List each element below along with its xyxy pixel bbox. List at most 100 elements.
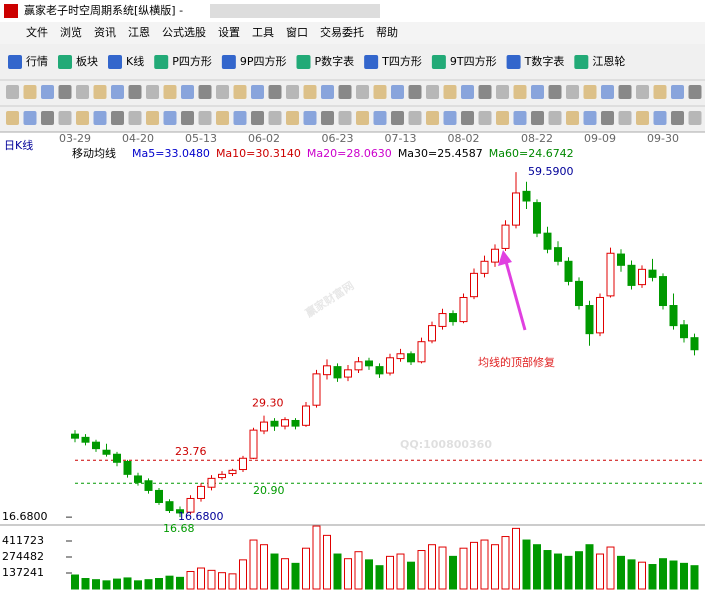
tool-icon[interactable] <box>198 111 212 125</box>
toolbar-button[interactable]: 9P四方形 <box>240 54 287 68</box>
tool-icon[interactable] <box>478 85 492 99</box>
tool-icon[interactable] <box>566 111 579 125</box>
tool-icon[interactable] <box>198 85 212 99</box>
toolbar-icon[interactable] <box>108 55 122 69</box>
tool-icon[interactable] <box>373 111 387 125</box>
tool-icon[interactable] <box>513 85 527 99</box>
tool-icon[interactable] <box>321 111 334 125</box>
toolbar-button[interactable]: 板块 <box>76 54 98 68</box>
tool-icon[interactable] <box>548 111 562 125</box>
toolbar-icon[interactable] <box>221 55 236 69</box>
tool-icon[interactable] <box>111 111 124 125</box>
tool-icon[interactable] <box>128 111 142 125</box>
tool-icon[interactable] <box>426 85 439 99</box>
tool-icon[interactable] <box>636 85 649 99</box>
tool-icon[interactable] <box>356 85 369 99</box>
tool-icon[interactable] <box>548 85 562 99</box>
tool-icon[interactable] <box>286 85 299 99</box>
tool-icon[interactable] <box>688 111 702 125</box>
tool-icon[interactable] <box>461 85 474 99</box>
tool-icon[interactable] <box>233 111 247 125</box>
tool-icon[interactable] <box>461 111 474 125</box>
tool-icon[interactable] <box>268 111 282 125</box>
tool-icon[interactable] <box>181 85 194 99</box>
toolbar-icon[interactable] <box>296 55 311 69</box>
tool-icon[interactable] <box>111 85 124 99</box>
tool-icon[interactable] <box>653 85 667 99</box>
toolbar-button[interactable]: 9T四方形 <box>450 54 497 68</box>
tool-icon[interactable] <box>251 111 264 125</box>
tool-icon[interactable] <box>688 85 702 99</box>
tool-icon[interactable] <box>76 111 89 125</box>
tool-icon[interactable] <box>251 85 264 99</box>
tool-icon[interactable] <box>653 111 667 125</box>
tool-icon[interactable] <box>58 85 72 99</box>
tool-icon[interactable] <box>566 85 579 99</box>
tool-icon[interactable] <box>338 85 352 99</box>
tool-icon[interactable] <box>408 85 422 99</box>
menu-item[interactable]: 公式选股 <box>162 26 206 39</box>
tool-icon[interactable] <box>531 111 544 125</box>
tool-icon[interactable] <box>41 111 54 125</box>
tool-icon[interactable] <box>496 111 509 125</box>
menu-item[interactable]: 文件 <box>26 25 48 39</box>
toolbar-button[interactable]: T数字表 <box>524 54 565 68</box>
tool-icon[interactable] <box>478 111 492 125</box>
tool-icon[interactable] <box>76 85 89 99</box>
tool-icon[interactable] <box>513 111 527 125</box>
tool-icon[interactable] <box>6 111 19 125</box>
tool-icon[interactable] <box>163 85 177 99</box>
tool-icon[interactable] <box>58 111 72 125</box>
toolbar-icon[interactable] <box>364 55 379 69</box>
tool-icon[interactable] <box>391 85 404 99</box>
tool-icon[interactable] <box>583 85 597 99</box>
tool-icon[interactable] <box>671 85 684 99</box>
tool-icon[interactable] <box>146 111 159 125</box>
tool-icon[interactable] <box>286 111 299 125</box>
tool-icon[interactable] <box>426 111 439 125</box>
tool-icon[interactable] <box>23 111 37 125</box>
tool-icon[interactable] <box>496 85 509 99</box>
menu-item[interactable]: 设置 <box>218 26 240 39</box>
toolbar-icon[interactable] <box>8 55 22 69</box>
tool-icon[interactable] <box>391 111 404 125</box>
menu-item[interactable]: 江恩 <box>128 26 150 39</box>
tool-icon[interactable] <box>216 85 229 99</box>
tool-icon[interactable] <box>443 111 457 125</box>
tool-icon[interactable] <box>23 85 37 99</box>
tool-icon[interactable] <box>356 111 369 125</box>
tool-icon[interactable] <box>6 85 19 99</box>
toolbar-button[interactable]: T四方形 <box>381 54 422 68</box>
menu-item[interactable]: 交易委托 <box>320 25 364 39</box>
tool-icon[interactable] <box>163 111 177 125</box>
tool-icon[interactable] <box>671 111 684 125</box>
toolbar-icon[interactable] <box>431 55 446 69</box>
tool-icon[interactable] <box>636 111 649 125</box>
tool-icon[interactable] <box>303 111 317 125</box>
tool-icon[interactable] <box>531 85 544 99</box>
toolbar-icon[interactable] <box>506 55 521 69</box>
tool-icon[interactable] <box>93 85 107 99</box>
toolbar-button[interactable]: 行情 <box>26 55 48 68</box>
tool-icon[interactable] <box>408 111 422 125</box>
toolbar-button[interactable]: K线 <box>126 54 144 68</box>
tool-icon[interactable] <box>233 85 247 99</box>
toolbar-button[interactable]: P四方形 <box>172 54 212 68</box>
toolbar-icon[interactable] <box>574 55 589 69</box>
tool-icon[interactable] <box>338 111 352 125</box>
tool-icon[interactable] <box>321 85 334 99</box>
tool-icon[interactable] <box>583 111 597 125</box>
toolbar-icon[interactable] <box>154 55 169 69</box>
tool-icon[interactable] <box>618 85 632 99</box>
menu-item[interactable]: 窗口 <box>286 25 308 39</box>
toolbar-icon[interactable] <box>58 55 72 69</box>
tool-icon[interactable] <box>618 111 632 125</box>
tool-icon[interactable] <box>181 111 194 125</box>
tool-icon[interactable] <box>128 85 142 99</box>
tool-icon[interactable] <box>216 111 229 125</box>
menu-item[interactable]: 浏览 <box>60 25 82 39</box>
tool-icon[interactable] <box>93 111 107 125</box>
tool-icon[interactable] <box>146 85 159 99</box>
tool-icon[interactable] <box>601 111 614 125</box>
tool-icon[interactable] <box>268 85 282 99</box>
